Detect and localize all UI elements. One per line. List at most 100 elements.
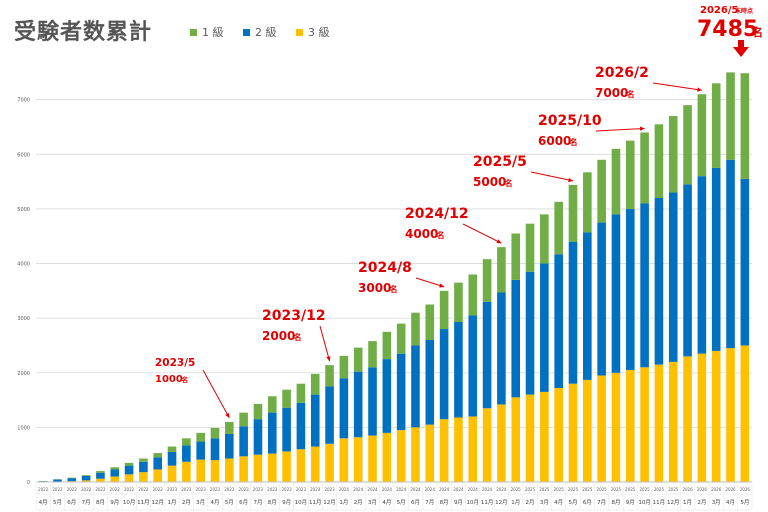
x-tick-year-label: 2023 bbox=[253, 487, 264, 492]
x-tick-month-label: 5月 bbox=[397, 499, 406, 506]
callout-arrow-head bbox=[733, 47, 749, 57]
x-tick-month-label: 4月 bbox=[39, 499, 48, 506]
bar-segment bbox=[568, 241, 578, 384]
bar-segment bbox=[625, 208, 635, 371]
x-tick-year-label: 2022 bbox=[124, 487, 135, 492]
x-tick-month-label: 12月 bbox=[495, 499, 508, 506]
bar-segment bbox=[697, 94, 707, 177]
x-tick-month-label: 4月 bbox=[554, 499, 563, 506]
bar-segment bbox=[267, 412, 277, 454]
bar-segment bbox=[625, 140, 635, 209]
x-tick-year-label: 2022 bbox=[95, 487, 106, 492]
x-tick-year-label: 2025 bbox=[568, 487, 579, 492]
x-tick-year-label: 2022 bbox=[138, 487, 149, 492]
x-tick-month-label: 1月 bbox=[511, 499, 520, 506]
x-tick-month-label: 4月 bbox=[211, 499, 220, 506]
x-tick-year-label: 2025 bbox=[611, 487, 622, 492]
annotation-date: 2026/2 bbox=[595, 65, 649, 81]
bar-segment bbox=[425, 340, 435, 425]
bar-segment bbox=[81, 480, 91, 482]
bar-segment bbox=[353, 371, 363, 438]
x-tick-month-label: 1月 bbox=[339, 499, 348, 506]
legend-label: 3 級 bbox=[308, 26, 330, 39]
x-tick-year-label: 2023 bbox=[196, 487, 207, 492]
x-tick-year-label: 2024 bbox=[339, 487, 350, 492]
x-tick-year-label: 2024 bbox=[496, 487, 507, 492]
bar-segment bbox=[611, 372, 621, 482]
bar-segment bbox=[67, 477, 77, 479]
bar-segment bbox=[124, 465, 134, 475]
x-tick-year-label: 2025 bbox=[654, 487, 665, 492]
x-tick-year-label: 2025 bbox=[539, 487, 550, 492]
bar-segment bbox=[554, 254, 563, 389]
bar-segment bbox=[153, 453, 163, 458]
bar-segment bbox=[282, 451, 291, 482]
x-tick-month-label: 8月 bbox=[440, 499, 449, 506]
x-tick-year-label: 2024 bbox=[468, 487, 479, 492]
bar-segment bbox=[668, 116, 678, 193]
callout-date: 2026/5 bbox=[700, 5, 738, 16]
x-tick-year-label: 2026 bbox=[682, 487, 693, 492]
annotation-date: 2023/12 bbox=[262, 308, 326, 324]
bar-segment bbox=[382, 331, 392, 360]
bar-segment bbox=[583, 379, 592, 482]
annotation-unit: 名 bbox=[505, 178, 513, 188]
x-tick-month-label: 9月 bbox=[626, 499, 635, 506]
annotation-arrow-line bbox=[462, 223, 502, 244]
bar-segment bbox=[740, 73, 750, 179]
x-tick-year-label: 2023 bbox=[296, 487, 307, 492]
bar-segment bbox=[124, 462, 134, 466]
bar-segment bbox=[368, 435, 377, 482]
x-tick-month-label: 4月 bbox=[726, 499, 735, 506]
x-tick-month-label: 10月 bbox=[123, 499, 136, 506]
bar-segment bbox=[497, 247, 506, 293]
bar-segment bbox=[282, 389, 291, 408]
x-tick-month-label: 3月 bbox=[540, 499, 549, 506]
bar-segment bbox=[454, 417, 463, 482]
annotation-unit: 名 bbox=[390, 284, 398, 294]
x-tick-year-label: 2024 bbox=[453, 487, 464, 492]
bar-segment bbox=[396, 323, 406, 354]
bar-segment bbox=[711, 350, 721, 482]
bar-segment bbox=[339, 378, 349, 439]
x-tick-month-label: 6月 bbox=[411, 499, 420, 506]
bar-segment bbox=[454, 282, 463, 322]
bar-segment bbox=[597, 159, 606, 223]
x-tick-month-label: 12月 bbox=[323, 499, 336, 506]
bar-segment bbox=[96, 471, 105, 473]
x-tick-year-label: 2024 bbox=[367, 487, 378, 492]
legend-swatch bbox=[243, 29, 250, 36]
x-tick-month-label: 5月 bbox=[225, 499, 234, 506]
bar-segment bbox=[353, 347, 363, 372]
bar-segment bbox=[296, 383, 306, 403]
bar-segment bbox=[110, 476, 120, 482]
bar-segment bbox=[511, 397, 521, 482]
legend-label: 1 級 bbox=[202, 26, 224, 39]
bar-segment bbox=[640, 203, 649, 368]
bar-segment bbox=[439, 290, 449, 330]
bar-segment bbox=[167, 465, 177, 482]
x-tick-year-label: 2022 bbox=[52, 487, 63, 492]
bar-segment bbox=[468, 274, 478, 316]
bar-segment bbox=[325, 386, 334, 444]
bar-segment bbox=[697, 176, 707, 354]
y-tick-label: 6000 bbox=[17, 152, 30, 158]
bar-segment bbox=[640, 367, 649, 482]
bar-segment bbox=[668, 361, 678, 482]
bar-segment bbox=[540, 214, 549, 264]
bar-segment bbox=[468, 315, 478, 417]
bar-segment bbox=[683, 184, 692, 357]
bar-segment bbox=[668, 192, 678, 362]
x-tick-month-label: 12月 bbox=[667, 499, 680, 506]
x-tick-month-label: 7月 bbox=[253, 499, 262, 506]
bar-segment bbox=[296, 402, 306, 450]
x-tick-year-label: 2025 bbox=[668, 487, 679, 492]
bar-segment bbox=[525, 223, 535, 272]
bar-segment bbox=[597, 222, 606, 376]
annotation-date: 2025/5 bbox=[473, 154, 527, 170]
x-tick-month-label: 2月 bbox=[182, 499, 191, 506]
x-tick-month-label: 7月 bbox=[597, 499, 606, 506]
x-tick-month-label: 8月 bbox=[268, 499, 277, 506]
bar-segment bbox=[110, 467, 120, 470]
bar-segment bbox=[726, 348, 735, 482]
